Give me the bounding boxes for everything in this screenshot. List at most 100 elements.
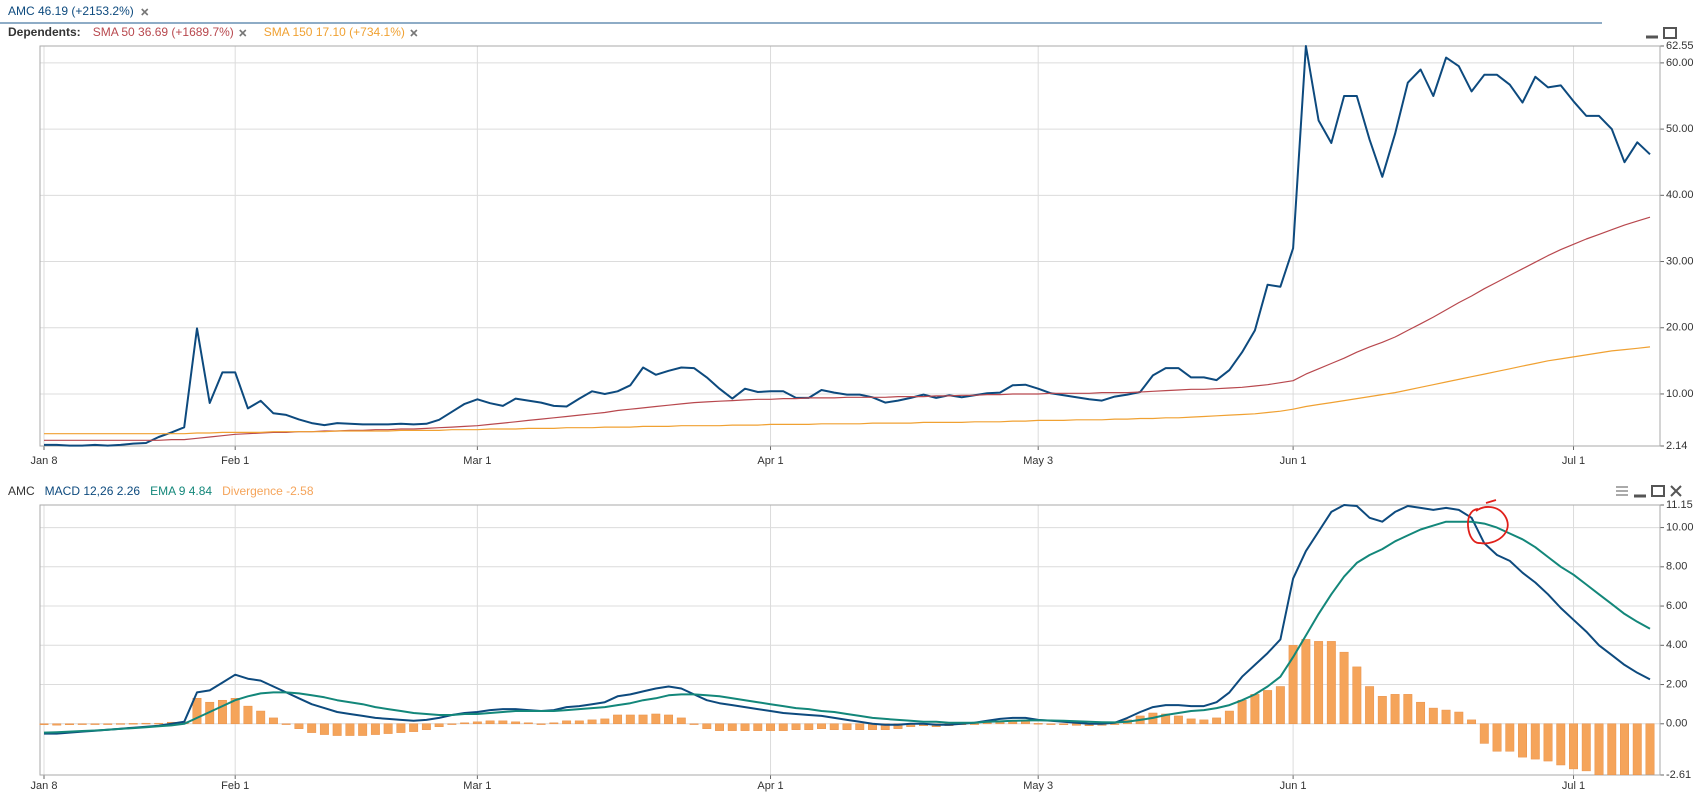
- y-tick-label: 10.00: [1666, 388, 1694, 400]
- divergence-bar: [1365, 686, 1375, 725]
- divergence-bar: [817, 723, 826, 729]
- divergence-bar: [1403, 694, 1413, 725]
- divergence-bar: [1543, 723, 1553, 762]
- divergence-bar: [880, 723, 890, 730]
- divergence-bar: [460, 722, 470, 725]
- divergence-bar: [1467, 719, 1477, 725]
- divergence-bar: [625, 714, 635, 725]
- divergence-bar: [536, 723, 546, 725]
- dependents-label: Dependents:: [8, 25, 81, 39]
- series-line: [44, 346, 1651, 435]
- divergence-bar: [1352, 666, 1362, 725]
- divergence-bar: [1173, 715, 1183, 725]
- divergence-bar: [128, 723, 138, 725]
- grid: [40, 504, 1660, 776]
- divergence-bar: [715, 723, 724, 731]
- legend-entry: EMA 9 4.84: [150, 484, 212, 498]
- divergence-bar: [396, 723, 406, 733]
- divergence-bar: [358, 723, 368, 736]
- y-tick-label: 6.00: [1666, 600, 1687, 612]
- divergence-bar: [651, 713, 661, 725]
- divergence-bar: [383, 723, 393, 734]
- x-tick-label: Jul 1: [1562, 780, 1585, 792]
- divergence-bar: [1416, 701, 1426, 725]
- divergence-bar: [791, 723, 801, 730]
- divergence-bar: [1632, 723, 1642, 776]
- panel-title: AMC: [8, 484, 35, 498]
- divergence-bar: [154, 722, 164, 725]
- series-line: [43, 520, 1651, 734]
- divergence-bar: [1288, 645, 1298, 725]
- divergence-bar: [281, 723, 291, 725]
- divergence-bar: [217, 699, 227, 725]
- legend-entry: AMC 46.19 (+2153.2%): [8, 4, 134, 18]
- divergence-bar: [256, 710, 266, 725]
- x-tick-label: Jun 1: [1280, 455, 1307, 467]
- divergence-bar: [103, 723, 113, 725]
- y-tick-label: 60.00: [1666, 57, 1694, 69]
- divergence-bar: [1161, 713, 1171, 725]
- divergence-bar: [192, 698, 202, 725]
- y-tick-label: 11.15: [1666, 499, 1693, 511]
- series-line: [44, 504, 1651, 735]
- plot-frame: [39, 504, 1661, 776]
- divergence-bar: [1556, 723, 1566, 766]
- divergence-bar: [421, 723, 431, 730]
- divergence-bar: [829, 723, 839, 730]
- divergence-bar: [1390, 694, 1400, 725]
- divergence-bar: [141, 722, 151, 725]
- divergence-bar: [1594, 723, 1604, 776]
- divergence-bar: [562, 720, 572, 725]
- divergence-bar: [345, 723, 355, 736]
- divergence-bar: [766, 723, 775, 731]
- divergence-bar: [498, 720, 508, 725]
- divergence-bar: [1046, 723, 1056, 725]
- x-tick-label: Apr 1: [757, 780, 783, 792]
- divergence-bar: [842, 723, 852, 730]
- divergence-bar: [1326, 641, 1336, 725]
- y-tick-label: 8.00: [1666, 561, 1687, 573]
- legend-entry: Divergence -2.58: [222, 484, 314, 498]
- y-tick-label: 2.00: [1666, 678, 1687, 690]
- divergence-bar: [447, 723, 457, 725]
- divergence-bar: [1530, 723, 1540, 760]
- x-tick-label: May 3: [1023, 780, 1053, 792]
- divergence-bar: [1059, 723, 1069, 726]
- divergence-bar: [1339, 651, 1349, 725]
- divergence-bar: [574, 720, 584, 725]
- divergence-bar: [1224, 710, 1234, 725]
- divergence-bar: [740, 723, 750, 731]
- divergence-bar: [268, 717, 278, 725]
- divergence-bar: [982, 722, 992, 725]
- divergence-bar: [778, 723, 788, 731]
- y-tick-label: 10.00: [1666, 521, 1694, 533]
- divergence-bar: [1033, 723, 1043, 725]
- divergence-bar: [434, 723, 444, 727]
- divergence-bar: [1620, 723, 1629, 776]
- divergence-bar: [1441, 709, 1451, 725]
- y-tick-label: 30.00: [1666, 255, 1694, 267]
- divergence-bar: [485, 720, 495, 725]
- divergence-bar: [1263, 690, 1273, 725]
- divergence-bar: [116, 723, 125, 725]
- upper-controls[interactable]: [1646, 27, 1677, 39]
- divergence-bar: [676, 717, 686, 725]
- x-tick-label: Feb 1: [221, 455, 249, 467]
- x-tick-label: Feb 1: [221, 780, 249, 792]
- divergence-bar: [332, 723, 342, 736]
- divergence-bar: [1314, 641, 1324, 725]
- lower-controls[interactable]: [1616, 485, 1682, 498]
- y-tick-label: -2.61: [1666, 769, 1691, 781]
- divergence-bar: [804, 723, 814, 730]
- y-tick-label: 50.00: [1666, 123, 1694, 135]
- y-tick-label: 20.00: [1666, 322, 1694, 334]
- divergence-bar: [587, 719, 597, 725]
- divergence-bar: [893, 723, 903, 729]
- divergence-bar: [1237, 699, 1247, 725]
- divergence-bar: [319, 723, 329, 735]
- divergence-bar: [1199, 719, 1209, 725]
- x-tick-label: May 3: [1023, 455, 1053, 467]
- divergence-bar: [65, 723, 74, 726]
- remove-icon: [239, 29, 247, 37]
